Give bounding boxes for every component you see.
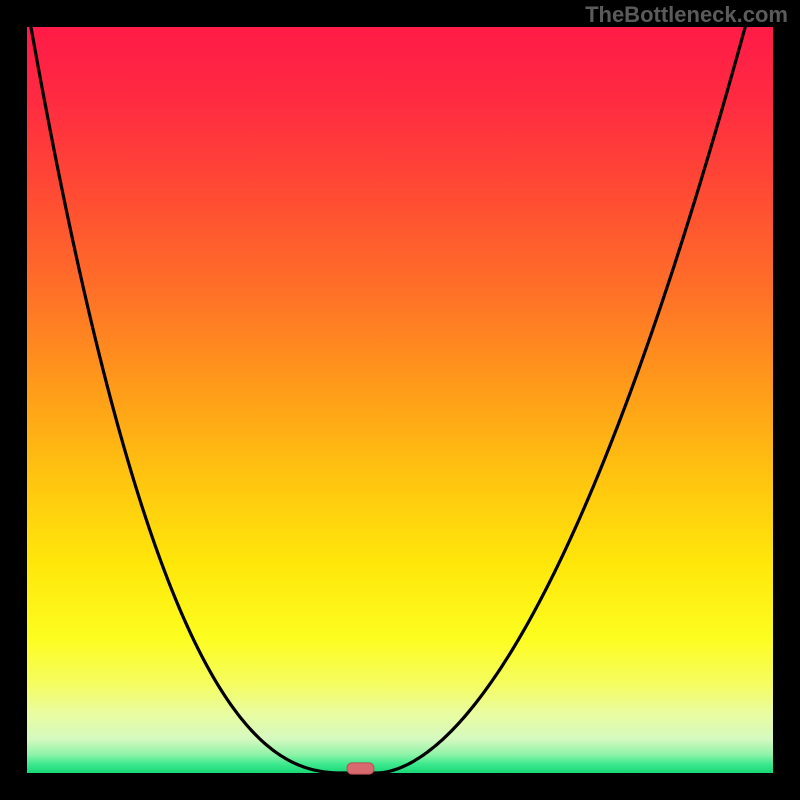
plot-background — [27, 27, 773, 773]
watermark-text: TheBottleneck.com — [585, 2, 788, 28]
optimal-marker — [347, 763, 374, 774]
bottleneck-chart — [0, 0, 800, 800]
